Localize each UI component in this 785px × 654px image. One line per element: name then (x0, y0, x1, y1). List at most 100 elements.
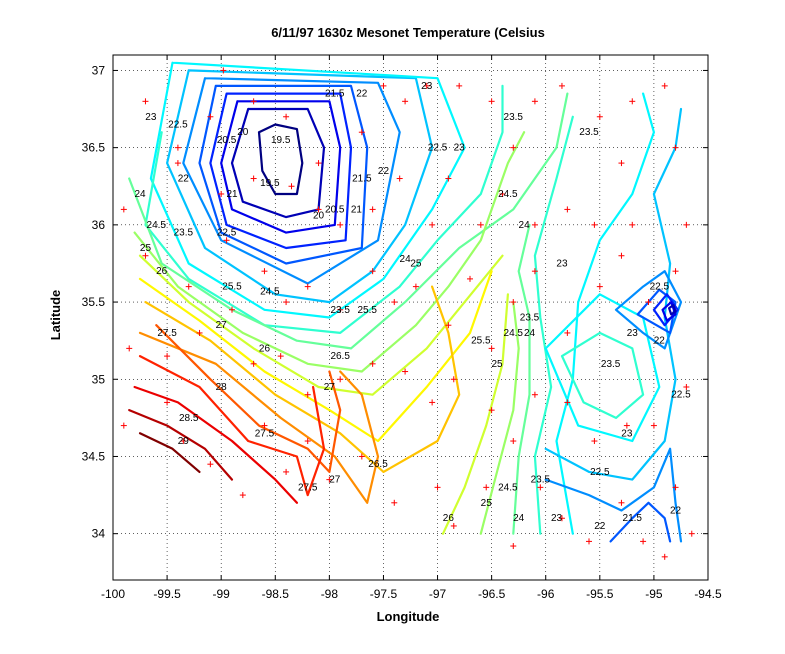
contour-label: 22.5 (671, 390, 691, 401)
contour-line (133, 131, 526, 373)
station-marker (450, 376, 457, 383)
station-marker (450, 522, 457, 529)
plot-frame (112, 54, 709, 581)
station-marker (239, 492, 246, 499)
contour-line (544, 107, 683, 481)
contour-label: 26.5 (368, 459, 388, 470)
station-marker (445, 175, 452, 182)
station-marker (358, 129, 365, 136)
station-marker (683, 221, 690, 228)
contour-line (512, 223, 531, 535)
contour-label: 26 (443, 513, 455, 524)
y-tick-label: 35.5 (82, 295, 106, 309)
station-marker (402, 368, 409, 375)
station-marker (369, 360, 376, 367)
station-marker (618, 252, 625, 259)
contour-line (144, 84, 504, 334)
x-tick-label: -100 (101, 587, 125, 601)
contour-label: 26.5 (330, 351, 350, 362)
contour-line (544, 293, 661, 443)
contour-line (149, 61, 466, 319)
station-marker (164, 399, 171, 406)
contour-label: 27.5 (157, 328, 177, 339)
contour-line (533, 115, 574, 535)
contour-label: 22.5 (217, 228, 237, 239)
station-marker (250, 175, 257, 182)
station-marker (180, 438, 187, 445)
station-marker (510, 438, 517, 445)
contour-label: 27 (329, 475, 341, 486)
station-marker (596, 283, 603, 290)
contour-label: 22 (178, 174, 190, 185)
contour-label: 28 (216, 382, 228, 393)
station-marker (564, 329, 571, 336)
x-tick-label: -96 (537, 587, 555, 601)
station-marker (315, 206, 322, 213)
contour-line (661, 301, 677, 322)
station-marker (120, 422, 127, 429)
station-marker (683, 383, 690, 390)
station-marker (164, 353, 171, 360)
contour-label: 23 (454, 143, 466, 154)
contour-label: 23.5 (330, 305, 350, 316)
contour-line (257, 123, 304, 196)
contour-label: 25.5 (471, 336, 491, 347)
station-marker (412, 283, 419, 290)
x-tick-label: -95.5 (586, 587, 614, 601)
contour-label: 23 (551, 513, 563, 524)
x-tick-label: -98.5 (262, 587, 290, 601)
contour-label: 21 (226, 189, 238, 200)
station-marker (380, 82, 387, 89)
contour-label: 21.5 (623, 513, 643, 524)
contour-label: 27.5 (255, 428, 275, 439)
station-marker (185, 283, 192, 290)
station-marker (640, 538, 647, 545)
contour-label: 25.5 (357, 305, 377, 316)
station-marker (283, 113, 290, 120)
contour-label: 23.5 (601, 359, 621, 370)
station-marker (564, 399, 571, 406)
contour-line (609, 501, 672, 543)
contour-label: 20.5 (217, 135, 237, 146)
contour-label: 22 (670, 506, 682, 517)
station-marker (396, 175, 403, 182)
contour-label: 23.5 (504, 112, 524, 123)
contour-line (230, 107, 326, 219)
y-axis-label: Latitude (48, 290, 63, 341)
station-marker (645, 299, 652, 306)
contour-label: 26 (259, 343, 271, 354)
station-marker (629, 98, 636, 105)
contour-line (636, 288, 677, 334)
x-tick-label: -94.5 (694, 587, 722, 601)
station-marker (591, 438, 598, 445)
station-marker (337, 376, 344, 383)
contour-label: 24.5 (504, 328, 524, 339)
station-marker (591, 221, 598, 228)
station-marker (369, 268, 376, 275)
station-marker (488, 345, 495, 352)
station-marker (531, 391, 538, 398)
station-marker (531, 221, 538, 228)
contour-label: 21.5 (325, 89, 345, 100)
station-marker (369, 206, 376, 213)
contour-label: 21 (351, 204, 363, 215)
contour-label: 23 (421, 81, 433, 92)
station-marker (531, 268, 538, 275)
contour-label: 19.5 (260, 178, 280, 189)
station-marker (564, 206, 571, 213)
contour-label: 28.5 (179, 413, 199, 424)
contour-line (138, 270, 493, 443)
contour-line (479, 301, 520, 535)
station-marker (142, 98, 149, 105)
station-marker (558, 82, 565, 89)
station-marker (261, 268, 268, 275)
contour-label: 23 (556, 258, 568, 269)
contour-label: 25 (491, 359, 503, 370)
contour-line (128, 92, 569, 350)
station-marker (174, 144, 181, 151)
y-tick-label: 36.5 (82, 141, 106, 155)
contour-label: 24.5 (498, 189, 518, 200)
contour-label: 22.5 (650, 282, 670, 293)
contour-label: 24 (134, 189, 146, 200)
